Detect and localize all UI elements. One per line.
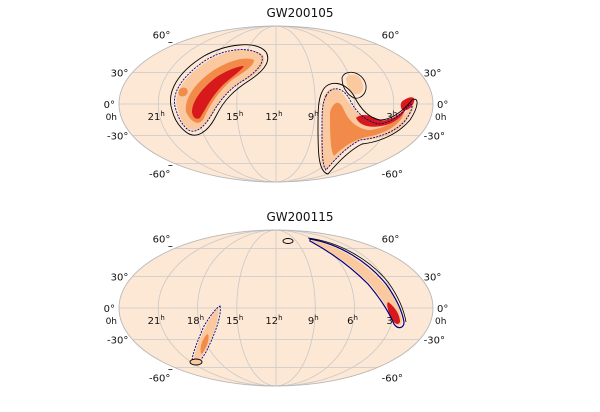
ra-label-edge: 0h [435,113,446,123]
probability-region [346,74,364,95]
latitude-label: 60° [382,31,400,42]
latitude-label: 30° [111,68,129,79]
probability-region [200,334,209,354]
credible-contour-90 [309,238,405,329]
latitude-label: -60° [382,373,403,384]
skymap-panel-gw200115: GW200115 60° 60° 30° 30° 0° 0° -30° -30° -60° -60… [0,204,600,408]
latitude-label: 30° [424,272,442,283]
ra-label: 6h [347,314,358,327]
ra-label: 12h [265,314,282,327]
latitude-label: 30° [424,68,442,79]
probability-region [320,88,415,170]
mollweide-skymap: 60°60°30°30°0°0°-30°-30°-60°-60°21h18h15… [104,25,448,183]
probability-region [356,108,406,127]
latitude-label: 60° [153,235,171,246]
latitude-label: 0° [104,100,115,111]
latitude-label: -30° [424,336,445,347]
ra-label: 15h [226,314,243,327]
sky-outline [118,229,434,387]
credible-contour [282,238,294,244]
credible-contour [341,71,367,99]
panel-title: GW200105 [266,6,334,20]
credible-contour-90 [321,88,413,171]
ra-label: 9h [308,110,319,123]
probability-region [387,302,400,324]
sky-outline [118,25,434,183]
latitude-label: 60° [153,31,171,42]
latitude-label: 60° [382,235,400,246]
ra-label: 15h [226,110,243,123]
credible-contour [307,237,407,323]
probability-region [194,308,219,362]
latitude-label: 0° [104,304,115,315]
probability-region [178,87,188,97]
ra-label: 21h [148,314,165,327]
latitude-label: -60° [382,169,403,180]
ra-label: 3h [386,110,397,123]
ra-label: 9h [308,314,319,327]
credible-contour [170,44,269,136]
credible-contour-90 [174,49,263,132]
probability-region [400,97,415,111]
ra-label-edge: 0h [106,113,117,123]
panel-title: GW200115 [266,210,334,224]
latitude-label: -60° [149,169,170,180]
ra-label: 21h [148,110,165,123]
mollweide-skymap: 60° 60° 30° 30° 0° 0° -30° -30° -60° -60° 21h 18h 15… [104,229,448,387]
skymap-panel-gw200105: GW200105 60° 60° 30° 30° 0° 0° -30° -30° -60° -60… [0,0,600,204]
credible-contour [189,358,203,366]
graticule [119,25,433,183]
ra-label-edge: 0h [106,317,117,327]
latitude-label: -30° [107,132,128,143]
latitude-label: -60° [149,373,170,384]
ra-label: 12h [265,110,282,123]
probability-region [330,102,404,156]
ra-label-edge: 0h [435,317,446,327]
ra-label: 18h [187,314,204,327]
latitude-label: 30° [111,272,129,283]
credible-contour [317,82,418,175]
latitude-label: -30° [107,336,128,347]
latitude-label: 0° [437,100,448,111]
latitude-label: -30° [424,132,445,143]
latitude-label: 0° [437,304,448,315]
probability-region [192,66,244,119]
